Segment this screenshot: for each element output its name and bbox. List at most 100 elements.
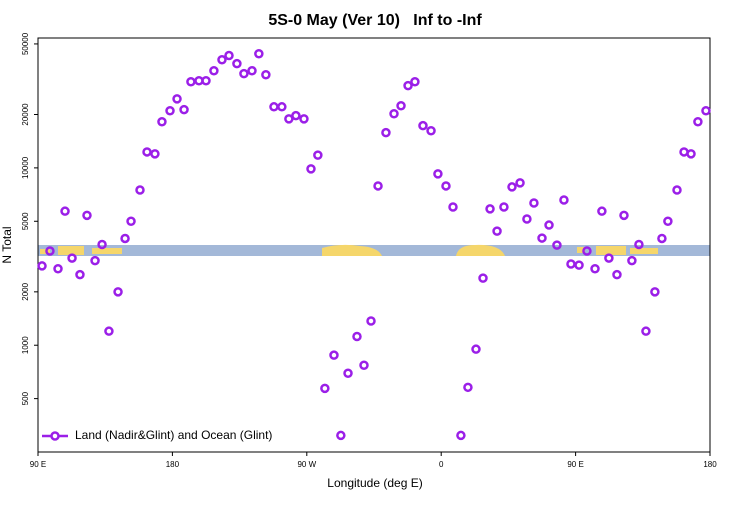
data-point [389, 108, 399, 119]
legend-label: Land (Nadir&Glint) and Ocean (Glint) [75, 428, 272, 442]
data-point [418, 120, 428, 131]
y-tick-label: 1000 [21, 336, 30, 354]
data-point [381, 127, 391, 138]
data-point [612, 269, 622, 280]
data-point [120, 233, 130, 244]
data-point [224, 50, 234, 61]
data-point [463, 382, 473, 393]
data-point [373, 181, 383, 191]
y-tick-label: 5000 [21, 212, 30, 230]
y-tick-label: 500 [21, 391, 30, 405]
data-point [329, 350, 339, 360]
data-point [150, 149, 160, 159]
y-tick-label: 10000 [21, 156, 30, 179]
data-point [320, 383, 330, 394]
data-point [627, 255, 637, 266]
data-point [619, 210, 629, 221]
data-point [693, 117, 703, 127]
data-point [456, 430, 466, 441]
data-point [574, 260, 584, 270]
data-point [75, 269, 85, 280]
data-point [313, 150, 323, 160]
data-point [559, 195, 569, 205]
data-point [499, 202, 509, 212]
x-tick-label: 90 E [30, 460, 46, 469]
legend-marker [50, 431, 60, 441]
data-point [641, 326, 651, 336]
data-point [60, 206, 70, 216]
data-point [471, 344, 481, 354]
data-point [172, 94, 182, 104]
data-point [433, 169, 443, 179]
data-point [209, 65, 219, 76]
land-patch [456, 244, 505, 256]
data-point [686, 149, 696, 159]
chart-title: 5S-0 May (Ver 10) Inf to -Inf [268, 12, 482, 29]
data-point [396, 101, 406, 111]
y-tick-label: 2000 [21, 282, 30, 300]
land-patch [322, 244, 382, 256]
data-point [507, 182, 517, 192]
data-point [352, 331, 362, 342]
data-point [522, 214, 532, 224]
data-point [179, 104, 189, 115]
data-point [410, 76, 420, 87]
data-point [634, 239, 644, 250]
data-point [537, 233, 547, 243]
data-point [366, 316, 376, 326]
data-point [239, 68, 249, 79]
data-point [657, 233, 667, 244]
data-point [343, 368, 353, 379]
data-point [359, 360, 369, 371]
data-point [291, 110, 301, 121]
data-point [441, 181, 451, 191]
data-point [104, 326, 114, 336]
x-axis-label: Longitude (deg E) [327, 476, 422, 490]
data-point [247, 65, 257, 76]
data-point [217, 55, 227, 65]
data-point [515, 178, 525, 188]
data-point [590, 263, 600, 274]
data-point [277, 102, 287, 112]
data-point [604, 253, 614, 263]
data-point [53, 263, 63, 274]
data-point [529, 198, 539, 208]
data-point [113, 287, 123, 297]
data-point [552, 240, 562, 250]
x-tick-label: 0 [439, 460, 444, 469]
data-point [261, 70, 271, 80]
data-point [97, 239, 107, 250]
data-point [544, 220, 554, 230]
data-point [448, 202, 458, 212]
data-point [232, 58, 242, 69]
data-point [492, 226, 502, 236]
x-tick-label: 90 W [297, 460, 316, 469]
y-tick-label: 50000 [21, 32, 30, 55]
data-point [663, 216, 673, 227]
y-axis-label: N Total [0, 226, 14, 263]
data-point [284, 114, 294, 124]
data-point [37, 261, 47, 271]
marks [37, 49, 711, 441]
data-point [67, 253, 77, 263]
data-point [299, 114, 309, 124]
data-point [45, 246, 55, 256]
x-tick-label: 90 E [567, 460, 583, 469]
data-point [135, 185, 145, 195]
y-tick-label: 20000 [21, 103, 30, 126]
data-point [82, 210, 92, 221]
data-point [485, 204, 495, 214]
data-point [336, 430, 346, 441]
data-point [672, 185, 682, 195]
data-point [126, 216, 136, 227]
data-point [582, 246, 592, 256]
data-point [254, 49, 264, 59]
data-point [90, 255, 100, 266]
x-tick-label: 180 [166, 460, 180, 469]
plot-frame [37, 37, 711, 453]
data-point [306, 164, 316, 174]
data-point [165, 105, 175, 116]
data-point [650, 287, 660, 297]
data-point [157, 117, 167, 127]
